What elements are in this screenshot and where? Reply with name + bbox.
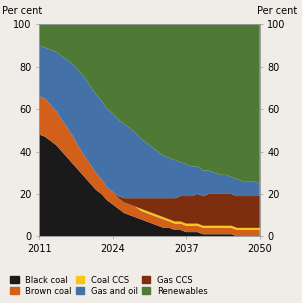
- Legend: Black coal, Brown coal, Coal CCS, Gas and oil, Gas CCS, Renewables: Black coal, Brown coal, Coal CCS, Gas an…: [10, 276, 208, 296]
- Text: Per cent: Per cent: [257, 6, 297, 16]
- Text: Per cent: Per cent: [2, 6, 42, 16]
